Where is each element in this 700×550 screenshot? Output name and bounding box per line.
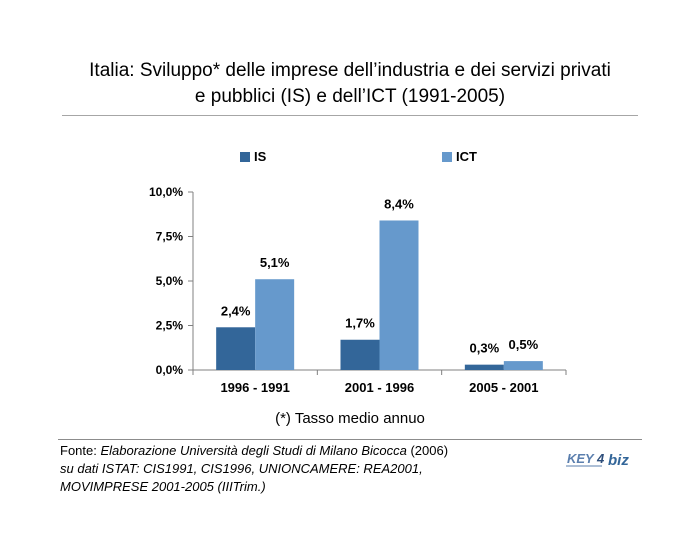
bar-is [464, 364, 504, 370]
source-note: Fonte: Elaborazione Università degli Stu… [60, 442, 520, 496]
legend-label-is: IS [254, 149, 267, 164]
chart-title-line2: e pubblici (IS) e dell’ICT (1991-2005) [194, 86, 506, 107]
legend: IS ICT [0, 149, 700, 169]
x-tick-label: 1996 - 1991 [220, 380, 289, 395]
key4biz-logo: KEY 4 biz [566, 451, 629, 469]
source-year: (2006) [406, 443, 449, 458]
y-tick-label: 0,0% [156, 363, 184, 377]
chart-title: Italia: Sviluppo* delle imprese dell’ind… [40, 58, 660, 110]
y-tick-label: 7,5% [156, 230, 184, 244]
source-line3: MOVIMPRESE 2001-2005 (IIITrim.) [60, 479, 266, 494]
data-label-ict: 0,5% [509, 337, 539, 352]
x-tick-label: 2001 - 1996 [345, 380, 414, 395]
legend-item-is: IS [240, 149, 266, 164]
legend-swatch-is [240, 151, 250, 162]
logo-text-biz: biz [608, 452, 629, 469]
bar-is [216, 327, 256, 370]
source-prefix: Fonte: [60, 443, 101, 458]
data-label-is: 2,4% [221, 303, 251, 318]
data-label-ict: 5,1% [260, 255, 290, 270]
bar-ict [255, 279, 295, 370]
chart-title-line1: Italia: Sviluppo* delle imprese dell’ind… [89, 60, 611, 81]
logo-text-key: KEY [567, 451, 595, 466]
bar-is [340, 339, 380, 370]
y-tick-label: 10,0% [149, 185, 183, 199]
x-tick-label: 2005 - 2001 [469, 380, 538, 395]
legend-item-ict: ICT [442, 149, 477, 164]
bar-ict [503, 361, 543, 370]
title-divider [62, 115, 638, 116]
data-label-is: 1,7% [345, 316, 375, 331]
y-tick-label: 5,0% [156, 274, 184, 288]
source-divider [58, 439, 642, 440]
data-label-is: 0,3% [470, 341, 500, 356]
source-line2: su dati ISTAT: CIS1991, CIS1996, UNIONCA… [60, 461, 423, 476]
source-author: Elaborazione Università degli Studi di M… [100, 443, 407, 458]
bar-ict [379, 220, 419, 370]
data-label-ict: 8,4% [384, 196, 414, 211]
y-tick-label: 2,5% [156, 319, 184, 333]
legend-label-ict: ICT [456, 149, 477, 164]
footnote: (*) Tasso medio annuo [275, 410, 425, 427]
logo-text-4: 4 [596, 451, 605, 466]
legend-swatch-ict [442, 151, 452, 162]
